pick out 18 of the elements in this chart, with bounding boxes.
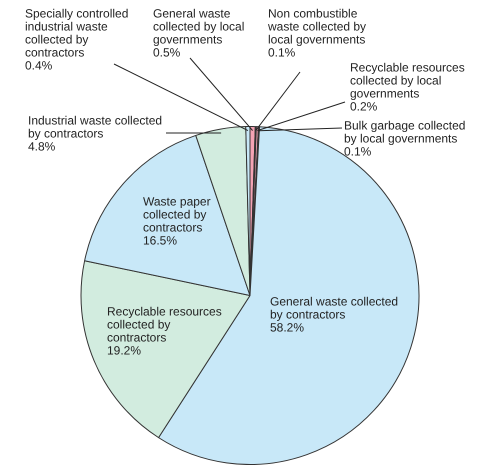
slice-label: Bulk garbage collected by local governments	[344, 118, 466, 146]
slice-label: Specially controlled industrial waste collected by contractors	[25, 6, 128, 60]
data-label: 16.5%	[143, 233, 178, 248]
data-label: 0.1%	[268, 45, 296, 60]
data-label: 0.4%	[25, 58, 53, 72]
slice-label: Recyclable resources collected by local governments	[350, 60, 465, 100]
data-label: 0.5%	[153, 45, 181, 60]
slice-label: Waste paper collected by contractors	[143, 194, 211, 234]
data-label: 0.1%	[344, 144, 372, 158]
slice-label: General waste collected by contractors	[270, 294, 398, 322]
data-label: 4.8%	[28, 139, 56, 154]
slice-label: Industrial waste collected by contractors	[28, 113, 162, 140]
data-label: 19.2%	[107, 343, 142, 358]
slice-label: Recyclable resources collected by contractors	[107, 304, 222, 344]
slice-label: Non combustible waste collected by local governments	[267, 6, 366, 46]
data-label: 58.2%	[270, 320, 304, 334]
data-label: 0.2%	[350, 99, 378, 114]
slice-label: General waste collected by local governments	[153, 6, 244, 46]
